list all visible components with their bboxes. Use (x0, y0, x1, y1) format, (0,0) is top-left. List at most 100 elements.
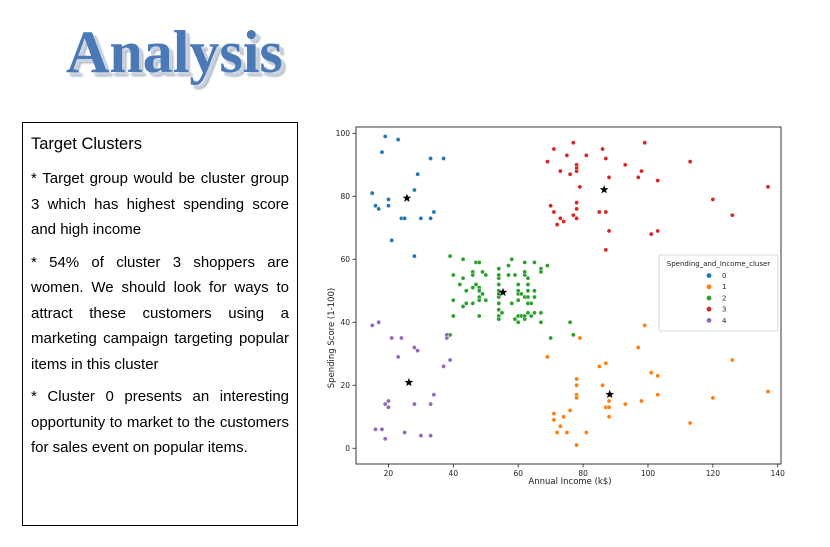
cluster-3-point (551, 209, 557, 215)
cluster-3-point (597, 209, 602, 215)
cluster-1-point (655, 373, 661, 379)
cluster-2-point (451, 297, 456, 303)
legend-label-1: 1 (722, 283, 726, 291)
cluster-0-point (395, 137, 401, 142)
cluster-2-point (496, 291, 502, 297)
cluster-2-point (522, 313, 528, 319)
cluster-3-point (642, 140, 648, 146)
cluster-0-point (382, 134, 388, 139)
cluster-2-point (532, 260, 537, 265)
cluster-4-point (369, 323, 375, 328)
cluster-2-point (480, 291, 485, 297)
cluster-1-point (639, 398, 644, 404)
x-axis-label: Annual Income (k$) (528, 477, 611, 487)
cluster-0-point (389, 238, 394, 243)
cluster-2-point (496, 316, 502, 322)
cluster-3-point (655, 178, 661, 183)
cluster-0-point (373, 203, 378, 209)
cluster-3-point (561, 219, 566, 224)
legend-marker-1 (706, 284, 712, 290)
cluster-2-point (496, 266, 502, 272)
cluster-4-point (389, 335, 394, 341)
cluster-1-point (622, 401, 628, 407)
cluster-2-point (532, 310, 537, 316)
x-tick-label: 140 (771, 469, 786, 478)
cluster-1-point (606, 405, 612, 410)
cluster-0-point (379, 149, 385, 155)
cluster-4-point (418, 433, 424, 438)
x-tick-label: 120 (706, 469, 721, 478)
page-title: Analysis (66, 19, 283, 85)
cluster-1-point (574, 382, 579, 388)
target-clusters-textbox: Target Clusters * Target group would be … (22, 122, 298, 526)
cluster-1-point (648, 370, 654, 375)
cluster-1-point (606, 414, 612, 420)
cluster-2-point (460, 304, 466, 309)
cluster-4-point (415, 348, 420, 353)
cluster-0-point (386, 197, 391, 202)
cluster-1-point (730, 357, 735, 363)
cluster-3-point (655, 228, 661, 234)
cluster-2-point (545, 263, 550, 268)
x-tick-label: 100 (641, 469, 656, 478)
cluster-4-point (412, 401, 417, 407)
cluster-2-point (470, 272, 476, 278)
cluster-3-point (574, 165, 579, 171)
centroid-star (404, 377, 414, 387)
cluster-0-point (418, 216, 424, 221)
cluster-0-point (428, 156, 433, 161)
cluster-3-point (730, 212, 735, 218)
y-tick-label: 60 (340, 255, 350, 264)
cluster-3-point (554, 222, 560, 227)
cluster-4-point (373, 427, 378, 432)
cluster-3-point (606, 175, 612, 180)
cluster-2-point (522, 269, 528, 275)
cluster-2-point (509, 256, 515, 262)
cluster-2-point (525, 275, 531, 281)
cluster-3-point (564, 153, 570, 158)
cluster-2-point (451, 313, 456, 319)
cluster-1-point (558, 423, 563, 429)
cluster-2-point (457, 282, 463, 287)
cluster-1-point (606, 398, 612, 404)
cluster-0-point (369, 190, 375, 196)
cluster-1-point (574, 442, 579, 448)
cluster-4-point (412, 345, 417, 350)
cluster-2-point (515, 297, 521, 303)
cluster-4-point (431, 392, 437, 398)
cluster-4-point (379, 427, 385, 432)
cluster-1-point (600, 382, 605, 388)
cluster-4-point (376, 319, 382, 325)
cluster-1-point (655, 392, 661, 398)
cluster-3-point (577, 184, 583, 190)
cluster-4-point (386, 405, 391, 410)
cluster-1-point (561, 414, 566, 420)
bullet-target-group: * Target group would be cluster group 3 … (31, 170, 289, 238)
cluster-0-point (376, 206, 382, 212)
centroid-star (599, 185, 609, 194)
cluster-2-point (480, 269, 485, 275)
cluster-2-point (512, 272, 518, 278)
cluster-4-point (447, 357, 453, 363)
x-tick-label: 80 (578, 469, 588, 478)
cluster-2-point (476, 260, 482, 265)
legend-marker-3 (706, 306, 712, 312)
legend-title: Spending_and_Income_cluser (667, 260, 771, 268)
cluster-4-point (395, 354, 401, 360)
cluster-2-point (476, 297, 482, 303)
cluster-4-point (382, 401, 388, 407)
cluster-4-point (382, 436, 388, 442)
cluster-2-point (538, 310, 544, 316)
cluster-1-point (642, 323, 648, 328)
cluster-4-point (441, 364, 446, 369)
cluster-3-point (558, 168, 563, 174)
cluster-2-point (460, 256, 466, 262)
cluster-1-point (567, 408, 573, 413)
cluster-4-point (399, 335, 404, 341)
cluster-1-point (545, 354, 550, 360)
cluster-0-point (402, 216, 407, 221)
cluster-2-point (476, 313, 482, 319)
cluster-0-point (386, 203, 391, 209)
